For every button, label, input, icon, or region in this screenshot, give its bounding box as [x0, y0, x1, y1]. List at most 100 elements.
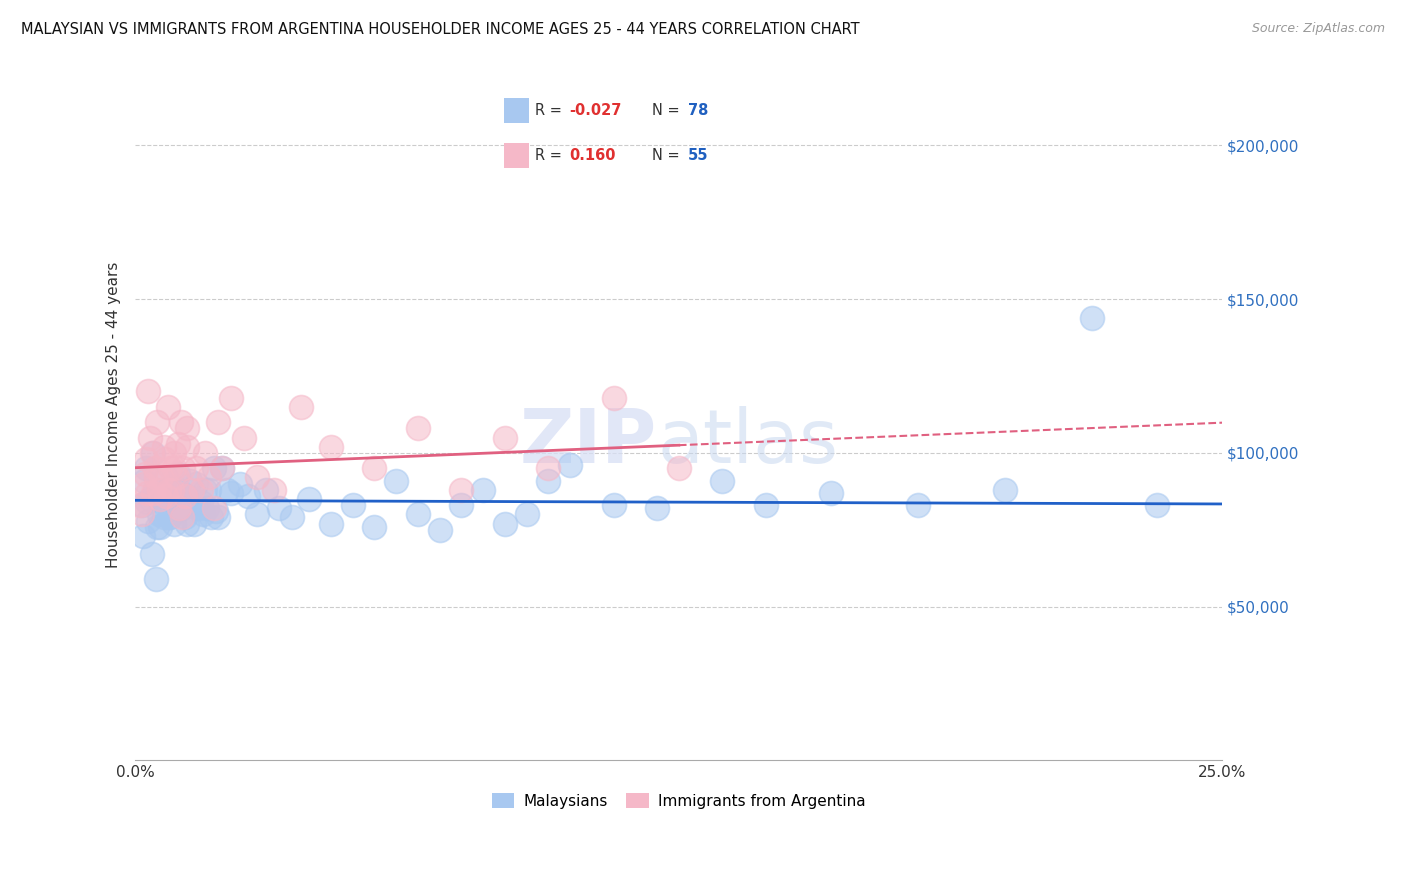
Point: [190, 495, 212, 509]
Point: [246, 508, 269, 522]
Point: [143, 461, 166, 475]
Point: [152, 510, 174, 524]
Point: [385, 474, 408, 488]
Point: [172, 501, 194, 516]
Text: Source: ZipAtlas.com: Source: ZipAtlas.com: [1251, 22, 1385, 36]
Point: [290, 400, 312, 414]
Point: [153, 452, 176, 467]
Point: [219, 391, 242, 405]
Point: [363, 519, 385, 533]
Point: [645, 501, 668, 516]
Point: [494, 430, 516, 444]
Point: [516, 508, 538, 522]
Point: [1081, 310, 1104, 325]
Point: [163, 516, 186, 531]
Point: [194, 446, 217, 460]
Point: [200, 510, 222, 524]
Point: [450, 483, 472, 497]
Point: [135, 452, 157, 467]
Point: [907, 498, 929, 512]
Point: [1146, 498, 1168, 512]
Point: [198, 470, 221, 484]
Point: [162, 491, 184, 506]
Point: [139, 430, 162, 444]
Point: [132, 476, 155, 491]
Point: [136, 495, 159, 509]
Point: [135, 461, 157, 475]
Text: atlas: atlas: [657, 406, 838, 479]
Point: [406, 421, 429, 435]
Point: [363, 461, 385, 475]
Point: [228, 476, 250, 491]
Point: [755, 498, 778, 512]
Point: [145, 470, 167, 484]
Point: [494, 516, 516, 531]
Point: [211, 461, 233, 475]
Point: [602, 391, 624, 405]
Point: [148, 508, 170, 522]
Point: [143, 483, 166, 497]
Point: [198, 483, 221, 497]
Point: [148, 483, 170, 497]
Point: [472, 483, 495, 497]
Point: [136, 486, 159, 500]
Point: [149, 491, 172, 506]
Text: MALAYSIAN VS IMMIGRANTS FROM ARGENTINA HOUSEHOLDER INCOME AGES 25 - 44 YEARS COR: MALAYSIAN VS IMMIGRANTS FROM ARGENTINA H…: [21, 22, 859, 37]
Point: [141, 446, 163, 460]
Point: [149, 519, 172, 533]
Point: [146, 519, 169, 533]
Point: [668, 461, 690, 475]
Point: [202, 501, 225, 516]
Point: [211, 461, 233, 475]
Point: [711, 474, 734, 488]
Point: [132, 529, 155, 543]
Point: [179, 474, 201, 488]
Point: [166, 470, 188, 484]
Point: [190, 483, 212, 497]
Point: [219, 486, 242, 500]
Point: [145, 572, 167, 586]
Point: [172, 498, 194, 512]
Point: [156, 400, 179, 414]
Point: [187, 501, 209, 516]
Point: [254, 483, 277, 497]
Point: [167, 436, 190, 450]
Point: [820, 486, 842, 500]
Point: [128, 498, 150, 512]
Point: [167, 467, 190, 482]
Point: [207, 510, 229, 524]
Point: [180, 483, 202, 497]
Point: [141, 547, 163, 561]
Point: [159, 510, 181, 524]
Point: [537, 461, 560, 475]
Point: [131, 508, 153, 522]
Point: [174, 510, 197, 524]
Point: [139, 491, 162, 506]
Point: [155, 489, 177, 503]
Point: [146, 415, 169, 429]
Point: [170, 501, 193, 516]
Point: [429, 523, 451, 537]
Point: [176, 440, 198, 454]
Point: [194, 483, 217, 497]
Point: [157, 483, 180, 497]
Point: [153, 495, 176, 509]
Point: [163, 446, 186, 460]
Point: [150, 470, 173, 484]
Point: [136, 514, 159, 528]
Point: [176, 516, 198, 531]
Legend: Malaysians, Immigrants from Argentina: Malaysians, Immigrants from Argentina: [485, 788, 872, 815]
Point: [319, 440, 342, 454]
Point: [142, 486, 165, 500]
Point: [238, 489, 260, 503]
Point: [131, 498, 153, 512]
Point: [159, 461, 181, 475]
Point: [156, 483, 179, 497]
Point: [157, 510, 180, 524]
Point: [132, 474, 155, 488]
Y-axis label: Householder Income Ages 25 - 44 years: Householder Income Ages 25 - 44 years: [107, 261, 121, 567]
Point: [166, 498, 188, 512]
Point: [191, 508, 214, 522]
Point: [215, 483, 238, 497]
Point: [537, 474, 560, 488]
